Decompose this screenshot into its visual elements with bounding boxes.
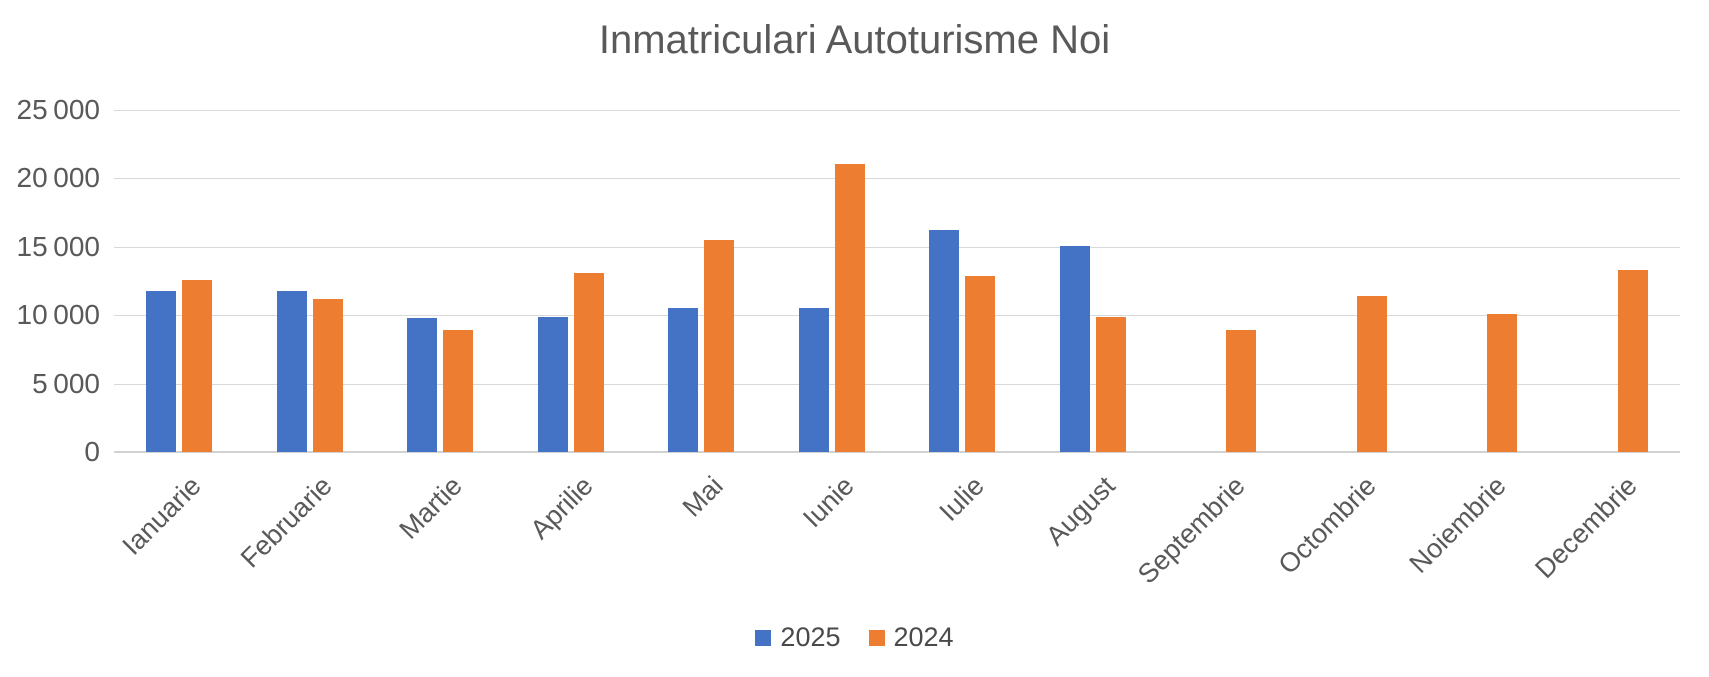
gridline-5000	[114, 383, 1680, 385]
bar-2025-martie	[407, 317, 438, 452]
bar-2024-noiembrie	[1487, 313, 1518, 452]
bar-2024-septembrie	[1226, 330, 1257, 452]
bar-2024-decembrie	[1617, 270, 1648, 452]
y-tick-label-25000: 25 000	[16, 94, 100, 125]
bar-2024-februarie	[312, 299, 343, 452]
bar-2024-octombrie	[1356, 296, 1387, 452]
bar-2024-aprilie	[573, 273, 604, 452]
legend-item-2024: 2024	[868, 622, 954, 653]
x-axis-line	[114, 451, 1680, 453]
gridline-10000	[114, 315, 1680, 317]
y-tick-label-20000: 20 000	[16, 162, 100, 194]
bar-2025-iunie	[798, 308, 829, 452]
bar-2025-august	[1059, 246, 1090, 452]
legend-item-2025: 2025	[755, 622, 841, 653]
gridline-20000	[114, 178, 1680, 180]
chart-title: Inmatriculari Autoturisme Noi	[598, 18, 1111, 62]
legend-label: 2025	[780, 622, 841, 652]
bar-2025-ianuarie	[146, 290, 177, 452]
legend-label: 2024	[893, 622, 954, 652]
bar-2025-iulie	[929, 230, 960, 452]
legend-swatch-icon	[755, 629, 772, 646]
y-tick-label-0: 0	[84, 436, 100, 467]
bar-2025-mai	[668, 308, 699, 452]
bar-2024-mai	[704, 239, 735, 452]
y-tick-label-15000: 15 000	[16, 230, 100, 262]
bar-2024-iunie	[834, 164, 865, 452]
y-tick-label-5000: 5 000	[32, 367, 100, 399]
gridline-25000	[114, 110, 1680, 111]
bar-2024-ianuarie	[182, 280, 213, 452]
bar-2024-august	[1095, 316, 1126, 452]
bar-2025-februarie	[276, 290, 307, 452]
bar-2025-aprilie	[537, 316, 568, 452]
y-tick-label-10000: 10 000	[16, 299, 100, 331]
bar-2024-iulie	[965, 275, 996, 452]
legend-swatch-icon	[868, 629, 885, 646]
chart-legend: 2025 2024	[0, 622, 1709, 653]
bar-2024-martie	[443, 329, 474, 452]
gridline-15000	[114, 246, 1680, 248]
